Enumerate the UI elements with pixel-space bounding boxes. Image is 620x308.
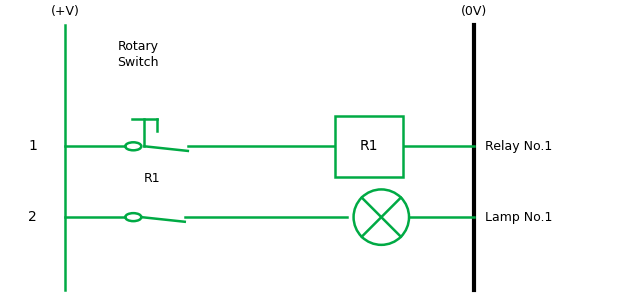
Text: R1: R1 <box>360 139 378 153</box>
Text: 1: 1 <box>29 139 37 153</box>
Text: 2: 2 <box>29 210 37 224</box>
Text: R1: R1 <box>144 172 160 185</box>
Text: Relay No.1: Relay No.1 <box>485 140 552 153</box>
Text: Rotary
Switch: Rotary Switch <box>118 40 159 69</box>
Text: Power
Rail
(+V): Power Rail (+V) <box>46 0 84 18</box>
Bar <box>335 116 403 177</box>
Text: Power
Rail
(0V): Power Rail (0V) <box>456 0 493 18</box>
Text: Lamp No.1: Lamp No.1 <box>485 211 553 224</box>
